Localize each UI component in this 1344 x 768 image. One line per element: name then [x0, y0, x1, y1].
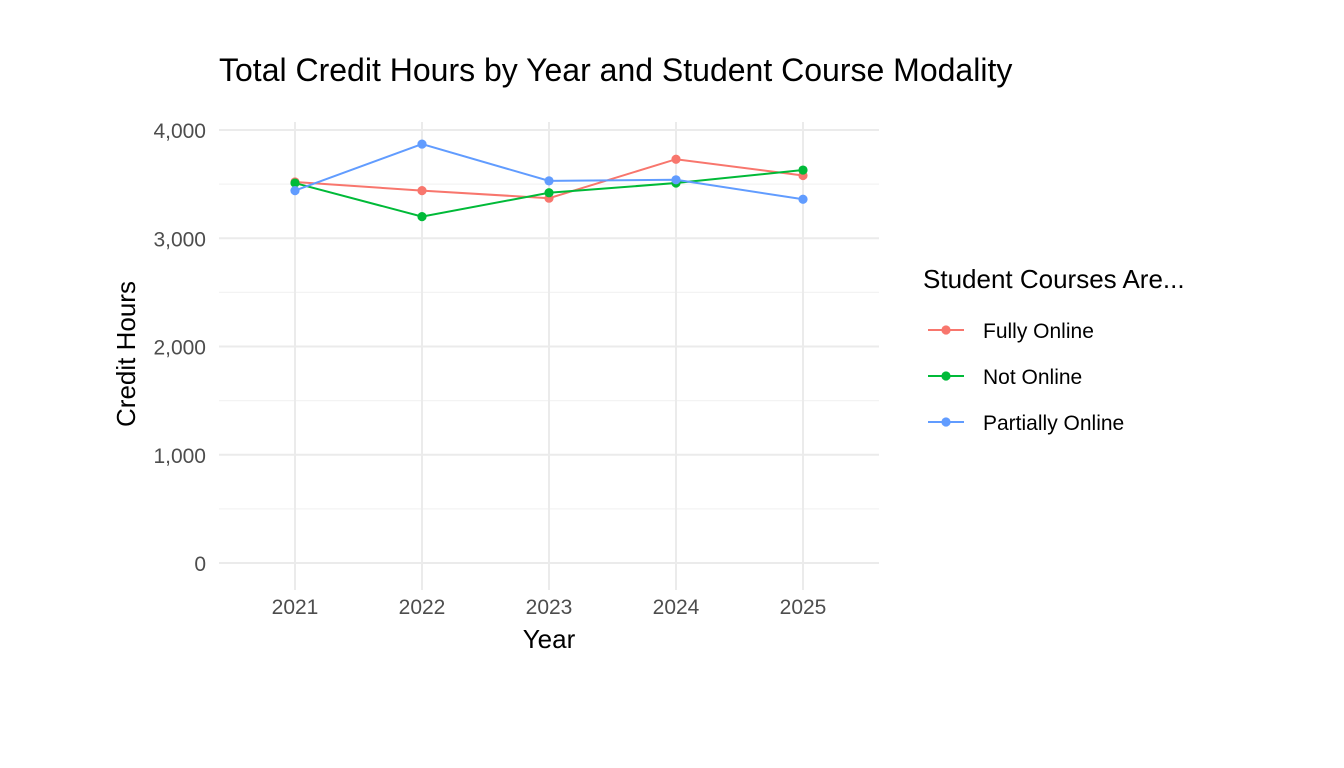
data-point-partially-online	[671, 175, 681, 185]
x-tick-label: 2024	[653, 596, 700, 619]
data-point-partially-online	[544, 176, 554, 186]
legend-key-point	[941, 417, 951, 427]
y-tick-label: 3,000	[153, 228, 206, 251]
x-axis-title: Year	[523, 624, 576, 654]
data-point-not-online	[798, 165, 808, 175]
legend-item: Partially Online	[928, 412, 1124, 435]
data-point-not-online	[290, 178, 300, 188]
y-tick-label: 0	[194, 553, 206, 576]
y-axis-ticks: 0 1,000 2,000 3,000 4,000	[153, 120, 206, 576]
x-tick-label: 2021	[272, 596, 319, 619]
legend-label: Fully Online	[983, 320, 1094, 343]
x-tick-label: 2023	[526, 596, 573, 619]
y-tick-label: 4,000	[153, 120, 206, 143]
x-axis-ticks: 2021 2022 2023 2024 2025	[272, 596, 827, 619]
y-tick-label: 1,000	[153, 445, 206, 468]
data-point-not-online	[544, 188, 554, 198]
legend-item: Fully Online	[928, 320, 1094, 343]
x-tick-label: 2025	[780, 596, 827, 619]
legend-item: Not Online	[928, 366, 1082, 389]
data-point-partially-online	[417, 139, 427, 149]
legend-key-point	[941, 371, 951, 381]
data-point-not-online	[417, 212, 427, 222]
x-tick-label: 2022	[399, 596, 446, 619]
series-points	[290, 139, 808, 222]
legend-title: Student Courses Are...	[923, 264, 1185, 294]
legend-key-point	[941, 325, 951, 335]
data-point-fully-online	[417, 186, 427, 196]
legend-items: Fully Online Not Online Partially Online	[928, 320, 1124, 435]
y-tick-label: 2,000	[153, 337, 206, 360]
legend-label: Not Online	[983, 366, 1082, 389]
data-point-fully-online	[671, 154, 681, 164]
legend: Student Courses Are... Fully Online Not O…	[923, 264, 1185, 435]
chart-title: Total Credit Hours by Year and Student C…	[219, 52, 1012, 88]
legend-label: Partially Online	[983, 412, 1124, 435]
data-point-partially-online	[290, 186, 300, 196]
y-axis-title: Credit Hours	[111, 281, 141, 427]
data-point-partially-online	[798, 194, 808, 204]
